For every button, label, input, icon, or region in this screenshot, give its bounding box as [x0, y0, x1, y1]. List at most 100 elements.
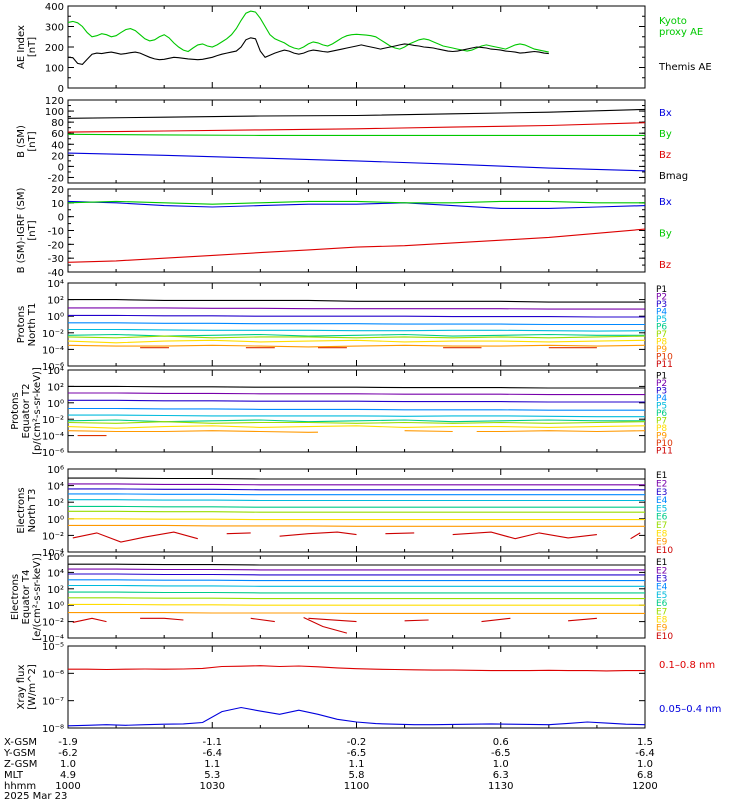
y-tick-label: 10⁴: [47, 366, 64, 377]
legend-p5: P5: [656, 402, 667, 412]
series-line-e10: [385, 532, 415, 535]
legend-p11: P11: [656, 360, 673, 370]
y-axis-title: [nT]: [27, 131, 38, 151]
series-line-p3: [68, 314, 645, 318]
legend-e7: E7: [656, 521, 667, 531]
legend-p9: P9: [656, 345, 667, 355]
ephemeris-label-mlt: MLT: [4, 770, 24, 781]
y-tick-label: 300: [45, 23, 64, 34]
legend-p2: P2: [656, 379, 667, 389]
y-axis-title: Electrons: [16, 487, 27, 533]
legend-e3: E3: [656, 575, 667, 585]
legend-e9: E9: [656, 624, 668, 634]
series-line-by: [68, 133, 645, 136]
ephemeris-value: 4.9: [60, 770, 76, 781]
panel-bigrf: -40 -30 -20 -10 0 10 20 B (SM)-IGRF (SM) [nT] Bx B…: [16, 185, 672, 279]
series-line-p1: [68, 385, 645, 389]
legend-e4: E4: [656, 583, 668, 593]
y-tick-label: 10⁻²: [42, 618, 64, 629]
y-tick-label: 10⁰: [47, 312, 64, 323]
y-axis-title: AE Index: [16, 25, 27, 69]
series-line-p6: [68, 333, 645, 337]
series-line-bmag: [68, 108, 645, 119]
ephemeris-value: 1030: [200, 781, 225, 792]
legend-e8: E8: [656, 529, 668, 539]
y-tick-label: 0: [58, 162, 64, 173]
ephemeris-value: 1.0: [493, 759, 509, 770]
y-tick-label: 10⁰: [47, 515, 64, 526]
series-line-e1: [68, 477, 645, 480]
series-line-e3: [68, 573, 645, 576]
y-tick-label: 0: [58, 213, 64, 224]
series-line-p7: [68, 335, 645, 339]
series-line-e8: [68, 603, 645, 606]
y-tick-label: 10⁰: [47, 399, 64, 410]
legend-p7: P7: [656, 330, 667, 340]
legend-bz: Bz: [659, 150, 671, 161]
y-tick-label: -30: [48, 254, 64, 265]
y-axis-title: [e/(cm²-s-sr-keV)]: [32, 553, 43, 641]
y-axis-title: Protons: [16, 306, 27, 343]
ephemeris-value: 1.0: [637, 759, 653, 770]
panel-p2: 10⁻⁶ 10⁻⁴ 10⁻² 10⁰ 10² 10⁴ Protons Equator T2 [p…: [10, 366, 673, 459]
series-line-kyoto-proxy-ae: [68, 10, 549, 53]
legend-e10: E10: [656, 632, 673, 642]
legend-bmag: Bmag: [659, 171, 688, 182]
legend-e4: E4: [656, 496, 668, 506]
y-axis-title: Xray flux: [16, 665, 27, 710]
y-tick-label: 10⁻⁴: [42, 548, 64, 559]
series-line-bx: [68, 200, 645, 209]
y-tick-label: 20: [51, 185, 64, 196]
panel-p1: 10⁻⁶ 10⁻⁴ 10⁻² 10⁰ 10² 10⁴ Protons North T1 P1P2…: [16, 279, 673, 373]
legend-p1: P1: [656, 285, 667, 295]
y-tick-label: 10⁰: [47, 601, 64, 612]
y-tick-label: 200: [45, 43, 64, 54]
legend-0-1-0-8-nm: 0.1–0.8 nm: [659, 660, 715, 671]
series-line-p7: [68, 421, 645, 424]
panel-frame: [67, 369, 646, 453]
series-line-e10: [250, 617, 275, 623]
y-axis-title: B (SM)-IGRF (SM): [16, 188, 27, 274]
legend-p10: P10: [656, 353, 673, 363]
series-line-e10: [404, 619, 429, 622]
ephemeris-value: 6.8: [637, 770, 653, 781]
y-axis-title: Equator T2: [21, 384, 32, 439]
series-line-e10: [279, 531, 357, 537]
ephemeris-value: 1.5: [637, 737, 653, 748]
series-line-e10: [72, 531, 198, 543]
series-line-p4: [68, 322, 645, 326]
y-tick-label: 10⁻⁷: [42, 697, 64, 708]
series-line-e7: [68, 597, 645, 600]
ephemeris-value: -6.5: [491, 748, 511, 759]
y-tick-label: -40: [48, 268, 64, 279]
series-line-e1: [68, 563, 645, 566]
y-tick-label: 10⁴: [47, 482, 64, 493]
ephemeris-label-z-gsm: Z-GSM: [4, 759, 37, 770]
legend-e5: E5: [656, 591, 667, 601]
series-line-0-1-0-8-nm: [68, 665, 645, 672]
series-line-e2: [68, 568, 645, 571]
y-tick-label: 60: [51, 129, 64, 140]
legend-e9: E9: [656, 538, 668, 548]
y-tick-label: 10⁶: [47, 552, 64, 563]
ephemeris-value: -6.5: [347, 748, 367, 759]
panel-frame: [67, 555, 646, 639]
series-line-e4: [68, 579, 645, 582]
legend-p4: P4: [656, 394, 667, 404]
series-line-e8: [68, 518, 645, 521]
series-line-e6: [68, 591, 645, 594]
legend-bz: Bz: [659, 260, 671, 271]
y-tick-label: 10⁻²: [42, 415, 64, 426]
legend-p3: P3: [656, 387, 667, 397]
legend-p8: P8: [656, 338, 667, 348]
legend-bx: Bx: [659, 108, 672, 119]
series-line-themis-ae: [68, 37, 549, 66]
panel-xray: 10⁻⁸ 10⁻⁷ 10⁻⁶ 10⁻⁵ Xray flux [W/m^2] 0.1–0.8 …: [16, 642, 721, 735]
y-tick-label: 10⁻⁵: [42, 642, 64, 653]
series-line-p5: [68, 328, 645, 332]
series-line-e9: [68, 612, 645, 614]
panel-e4: 10⁻⁴ 10⁻² 10⁰ 10² 10⁴ 10⁶ Electrons Equator T4[…: [10, 552, 673, 645]
